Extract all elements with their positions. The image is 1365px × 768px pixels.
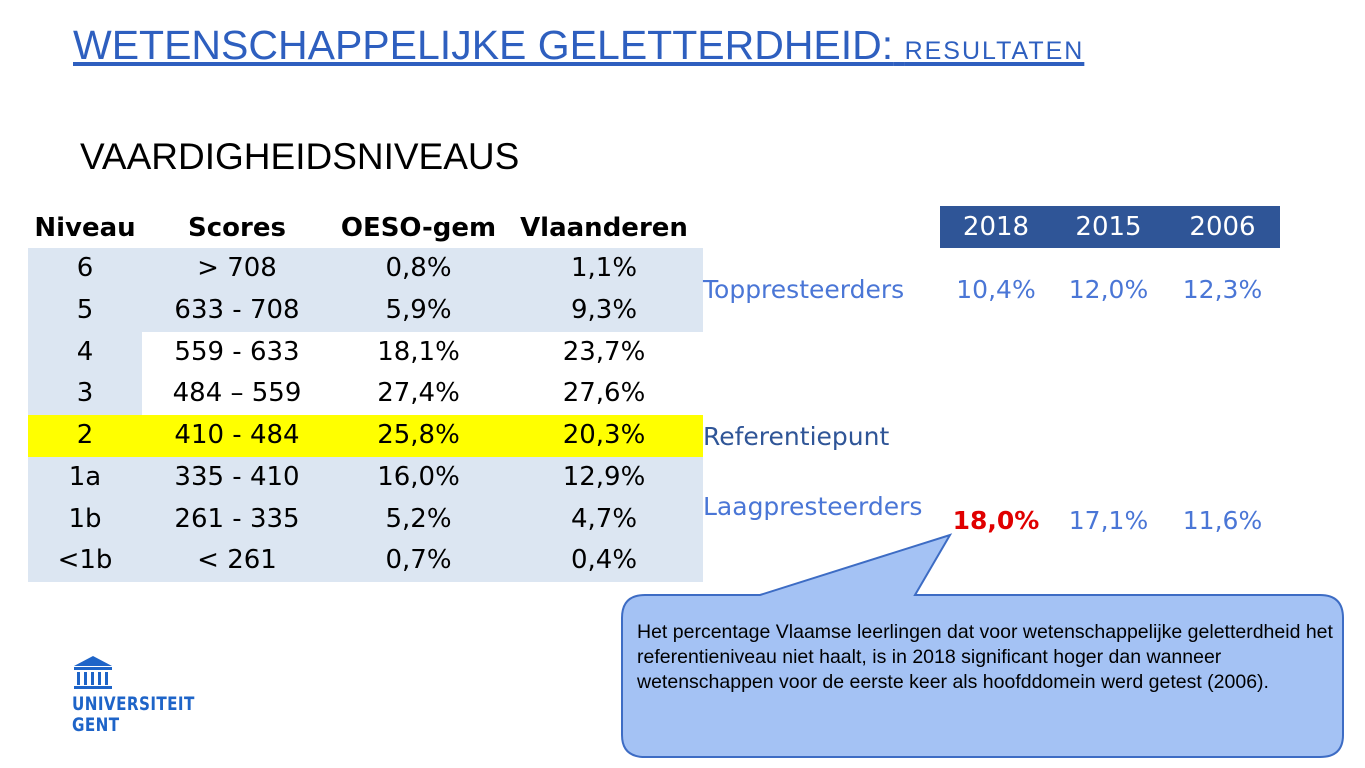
table-cell: 27,4% <box>332 373 505 415</box>
table-cell: 18,1% <box>332 331 505 374</box>
year-header: 2015 <box>1052 206 1165 248</box>
table-cell: 410 - 484 <box>142 415 332 457</box>
table-cell: 4 <box>28 331 142 374</box>
logo-text: UNIVERSITEIT <box>72 693 195 715</box>
year-header: 2018 <box>940 206 1052 248</box>
header-cell: Niveau <box>34 213 136 243</box>
table-cell: 0,4% <box>505 540 703 582</box>
table-cell: 20,3% <box>505 415 703 457</box>
table-cell: 5,2% <box>332 498 505 541</box>
row-value: 18,0% <box>952 506 1040 535</box>
title-suffix: RESULTATEN <box>904 37 1085 65</box>
table-cell: 335 - 410 <box>142 456 332 499</box>
row-label: Referentiepunt <box>703 422 890 451</box>
row-value: 17,1% <box>1068 506 1149 535</box>
table-cell: 0,7% <box>332 540 505 582</box>
header-cell: Scores <box>188 213 286 243</box>
title-text: WETENSCHAPPELIJKE GELETTERDHEID: <box>73 22 894 68</box>
table-cell: 2 <box>28 415 142 457</box>
table-cell: 633 - 708 <box>142 289 332 332</box>
table-cell: 1b <box>28 498 142 541</box>
table-cell: 16,0% <box>332 456 505 499</box>
table-cell: 9,3% <box>505 289 703 332</box>
row-value: 12,0% <box>1068 275 1149 304</box>
table-cell: <1b <box>28 540 142 582</box>
table-cell: 5 <box>28 289 142 332</box>
title: WETENSCHAPPELIJKE GELETTERDHEID: RESULTA… <box>73 22 1084 69</box>
table-cell: < 261 <box>142 540 332 582</box>
table-cell: 0,8% <box>332 248 505 290</box>
subtitle: VAARDIGHEIDSNIVEAUS <box>80 136 520 177</box>
table-cell: 27,6% <box>505 373 703 415</box>
table-cell: 6 <box>28 248 142 290</box>
callout-bubble <box>621 533 1344 758</box>
table-cell: 25,8% <box>332 415 505 457</box>
table-cell: 23,7% <box>505 331 703 374</box>
row-label: Toppresteerders <box>703 275 905 304</box>
table-cell: 4,7% <box>505 498 703 541</box>
row-value: 12,3% <box>1182 275 1263 304</box>
header-cell: Vlaanderen <box>520 213 688 243</box>
callout-text: Het percentage Vlaamse leerlingen dat vo… <box>637 621 1333 693</box>
table-cell: 5,9% <box>332 289 505 332</box>
table-cell: > 708 <box>142 248 332 290</box>
year-header: 2006 <box>1165 206 1280 248</box>
table-cell: 1a <box>28 456 142 499</box>
table-cell: 559 - 633 <box>142 331 332 374</box>
table-cell: 3 <box>28 373 142 415</box>
table-cell: 1,1% <box>505 248 703 290</box>
table-cell: 261 - 335 <box>142 498 332 541</box>
logo-icon <box>74 656 112 689</box>
header-cell: OESO-gem <box>340 213 497 243</box>
table-cell: 484 – 559 <box>142 373 332 415</box>
row-value: 10,4% <box>956 275 1036 304</box>
row-label: Laagpresteerders <box>703 492 923 521</box>
logo-text: GENT <box>72 714 120 736</box>
table-cell: 12,9% <box>505 456 703 499</box>
row-value: 11,6% <box>1182 506 1263 535</box>
